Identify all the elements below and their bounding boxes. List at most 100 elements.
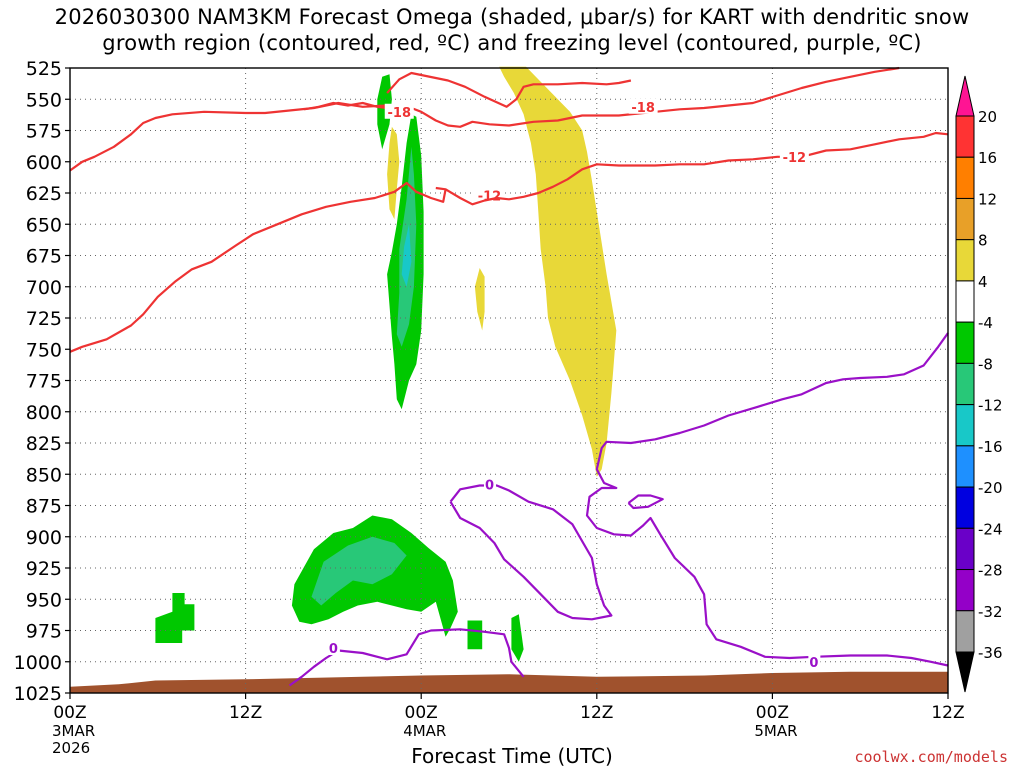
colorbar-box-11 bbox=[955, 569, 975, 612]
plot-frame bbox=[69, 67, 949, 694]
purple-contour-label-bg-2 bbox=[327, 640, 340, 655]
purple-contour-label-0: 0 bbox=[809, 656, 818, 671]
y-tick-label-975: 975 bbox=[26, 621, 62, 643]
red-contour-0 bbox=[69, 66, 900, 172]
colorbar-box-0 bbox=[955, 115, 975, 158]
y-tick-label-925: 925 bbox=[26, 558, 62, 580]
colorbar-label-11: -28 bbox=[978, 562, 1003, 580]
x-tick-year-0: 2026 bbox=[52, 739, 90, 757]
y-tick-label-700: 700 bbox=[26, 277, 62, 299]
y-tick-label-850: 850 bbox=[26, 464, 62, 486]
shaded-region-2 bbox=[474, 268, 485, 331]
x-tick-label-5: 12Z bbox=[931, 703, 964, 723]
shaded-region-6 bbox=[401, 224, 412, 287]
y-tick-label-725: 725 bbox=[26, 308, 62, 330]
purple-contour-1 bbox=[449, 484, 613, 621]
x-tick-label-3: 12Z bbox=[580, 703, 613, 723]
colorbar-box-5 bbox=[955, 321, 975, 364]
purple-contour-0 bbox=[585, 332, 949, 667]
colorbar-box-3 bbox=[955, 239, 975, 282]
credit-text: coolwx.com/models bbox=[854, 748, 1008, 766]
chart-title-line-1: 2026030300 NAM3KM Forecast Omega (shaded… bbox=[54, 5, 970, 29]
red-contour-label-2: -18 bbox=[388, 106, 412, 121]
y-tick-label-900: 900 bbox=[26, 527, 62, 549]
y-tick-label-950: 950 bbox=[26, 589, 62, 611]
shaded-region-8 bbox=[311, 536, 407, 606]
surface-terrain-layer bbox=[70, 671, 948, 693]
x-tick-label-4: 00Z bbox=[756, 703, 789, 723]
colorbar: 20 16 12 8 4 -4 -8 -12 -16 -20 -24 -28 -32 -36 bbox=[955, 75, 1003, 693]
red-contour-1 bbox=[386, 71, 632, 108]
colorbar-box-6 bbox=[955, 362, 975, 406]
colorbar-label-8: -16 bbox=[978, 438, 1003, 456]
y-tick-label-600: 600 bbox=[26, 152, 62, 174]
red-contour-2 bbox=[303, 101, 388, 111]
red-contour-label-1: -18 bbox=[631, 101, 655, 116]
colorbar-label-5: -4 bbox=[978, 314, 993, 332]
purple-contour-label-bg-1 bbox=[483, 476, 496, 492]
red-contour-4 bbox=[69, 181, 447, 353]
colorbar-box-4 bbox=[955, 280, 975, 323]
colorbar-label-4: 4 bbox=[978, 273, 988, 291]
x-tick-label-0: 00Z bbox=[53, 703, 86, 723]
colorbar-box-1 bbox=[955, 156, 975, 199]
red-contour-label-3: -12 bbox=[783, 151, 807, 166]
purple-contour-2 bbox=[288, 628, 525, 687]
y-tick-label-875: 875 bbox=[26, 496, 62, 518]
omega-shading-layer bbox=[155, 66, 617, 662]
colorbar-label-1: 16 bbox=[978, 149, 997, 167]
x-tick-date-2: 4MAR bbox=[403, 722, 446, 740]
colorbar-box-10 bbox=[955, 527, 975, 571]
x-tick-date-0: 3MAR bbox=[52, 722, 95, 740]
y-tick-label-1000: 1000 bbox=[14, 652, 62, 674]
y-tick-label-825: 825 bbox=[26, 433, 62, 455]
colorbar-box-12 bbox=[955, 610, 975, 653]
colorbar-box-7 bbox=[955, 404, 975, 447]
colorbar-label-7: -12 bbox=[978, 397, 1003, 415]
y-tick-label-575: 575 bbox=[26, 121, 62, 143]
y-tick-label-800: 800 bbox=[26, 402, 62, 424]
colorbar-top-arrow bbox=[955, 75, 975, 117]
shaded-region-1 bbox=[387, 126, 400, 220]
colorbar-label-0: 20 bbox=[978, 108, 997, 126]
axes-layer: 525 550 575 600 625 650 675 700 725 750 775 800 825 8… bbox=[14, 58, 965, 757]
x-axis-title: Forecast Time (UTC) bbox=[411, 744, 613, 768]
colorbar-label-9: -20 bbox=[978, 479, 1003, 497]
y-tick-label-525: 525 bbox=[26, 58, 62, 80]
red-contour-3 bbox=[445, 131, 949, 206]
colorbar-label-2: 12 bbox=[978, 190, 997, 208]
colorbar-box-9 bbox=[955, 486, 975, 529]
colorbar-label-3: 8 bbox=[978, 232, 988, 250]
colorbar-bottom-arrow bbox=[955, 651, 975, 693]
surface-terrain bbox=[70, 671, 948, 693]
purple-contour-label-2: 0 bbox=[329, 642, 338, 657]
red-contour-label-bg-2 bbox=[384, 103, 414, 119]
purple-contour-label-bg-0 bbox=[808, 653, 821, 669]
colorbar-label-13: -36 bbox=[978, 644, 1003, 662]
colorbar-label-12: -32 bbox=[978, 603, 1003, 621]
shaded-region-0 bbox=[499, 66, 617, 477]
y-tick-label-750: 750 bbox=[26, 339, 62, 361]
shaded-region-11 bbox=[511, 614, 524, 662]
y-tick-label-1025: 1025 bbox=[14, 683, 62, 705]
colorbar-label-10: -24 bbox=[978, 520, 1003, 538]
shaded-region-10 bbox=[467, 620, 483, 650]
red-contour-label-bg-1 bbox=[628, 98, 658, 114]
y-tick-label-550: 550 bbox=[26, 89, 62, 111]
x-tick-label-1: 12Z bbox=[229, 703, 262, 723]
chart-title: 2026030300 NAM3KM Forecast Omega (shaded… bbox=[0, 4, 1024, 56]
colorbar-box-8 bbox=[955, 445, 975, 488]
y-tick-label-775: 775 bbox=[26, 371, 62, 393]
y-tick-label-675: 675 bbox=[26, 246, 62, 268]
x-tick-label-2: 00Z bbox=[405, 703, 438, 723]
y-tick-label-650: 650 bbox=[26, 214, 62, 236]
y-tick-label-625: 625 bbox=[26, 183, 62, 205]
purple-contour-label-1: 0 bbox=[485, 478, 494, 493]
shaded-region-9 bbox=[155, 593, 195, 643]
grid-layer bbox=[70, 67, 948, 694]
purple-contour-3 bbox=[627, 494, 664, 510]
x-tick-date-4: 5MAR bbox=[754, 722, 797, 740]
colorbar-box-2 bbox=[955, 197, 975, 241]
